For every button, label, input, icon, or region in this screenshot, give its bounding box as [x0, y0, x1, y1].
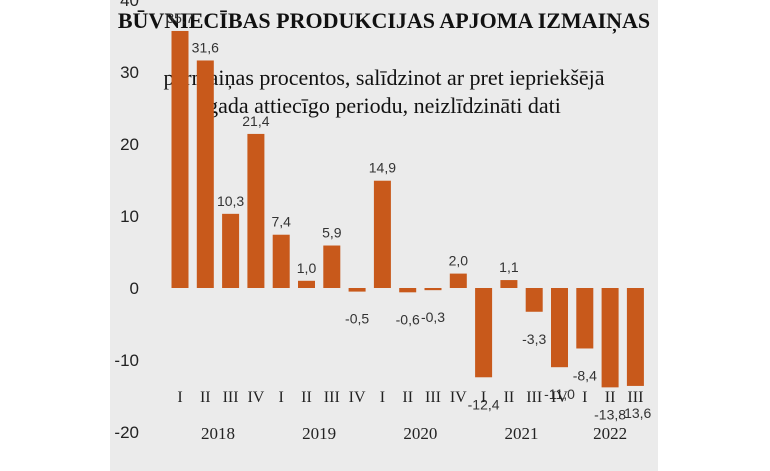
- quarter-label: II: [504, 389, 515, 406]
- data-label: 35,7: [166, 10, 193, 26]
- quarter-label: IV: [349, 389, 366, 406]
- quarter-label: II: [301, 389, 312, 406]
- quarter-label: IV: [450, 389, 467, 406]
- subtitle-line-1: pārmaiņas procentos, salīdzinot ar pret …: [163, 65, 605, 90]
- data-label: 10,3: [217, 193, 244, 209]
- data-label: 2,0: [449, 253, 469, 269]
- y-tick-label: 10: [120, 207, 139, 226]
- bar-13: [475, 288, 493, 378]
- year-label: 2022: [593, 424, 627, 443]
- y-tick-label: 0: [130, 279, 139, 298]
- data-label: -3,3: [522, 331, 546, 347]
- quarter-label: IV: [247, 389, 264, 406]
- chart-subtitle: pārmaiņas procentos, salīdzinot ar pret …: [110, 64, 658, 120]
- bar-8: [348, 288, 366, 292]
- bar-11: [424, 288, 442, 291]
- bar-15: [525, 288, 543, 312]
- year-label: 2021: [505, 424, 539, 443]
- data-label: -12,4: [468, 396, 500, 412]
- quarter-label: III: [425, 389, 441, 406]
- bar-12: [449, 273, 467, 288]
- data-label: -13,8: [594, 406, 626, 422]
- quarter-label: IV: [551, 389, 568, 406]
- data-label: -8,4: [573, 367, 597, 383]
- y-tick-label: -20: [114, 423, 139, 442]
- quarter-label: III: [223, 389, 239, 406]
- quarter-label: I: [582, 389, 587, 406]
- bar-1: [171, 30, 189, 289]
- bar-10: [399, 288, 417, 293]
- data-label: -13,6: [619, 405, 651, 421]
- bar-17: [576, 288, 594, 349]
- data-label: -11,0: [544, 386, 575, 402]
- bar-19: [626, 288, 644, 386]
- data-label: -0,6: [396, 311, 420, 327]
- year-label: 2019: [302, 424, 336, 443]
- data-label: 5,9: [322, 225, 342, 241]
- y-tick-label: 20: [120, 135, 139, 154]
- quarter-label: I: [380, 389, 385, 406]
- data-label: 14,9: [369, 160, 396, 176]
- subtitle-line-2: gada attiecīgo periodu, neizlīdzināti da…: [207, 93, 561, 118]
- data-label: 7,4: [271, 214, 291, 230]
- data-label: 1,1: [499, 259, 519, 275]
- data-label: 1,0: [297, 260, 317, 276]
- y-tick-label: 40: [120, 0, 139, 10]
- quarter-label: II: [200, 389, 211, 406]
- bar-9: [373, 180, 391, 288]
- quarter-label: II: [402, 389, 413, 406]
- chart-title: BŪVNIECĪBAS PRODUKCIJAS APJOMA IZMAIŅAS: [117, 8, 651, 33]
- bar-6: [298, 280, 315, 288]
- bar-4: [247, 133, 265, 288]
- bar-14: [500, 280, 518, 288]
- bar-16: [551, 288, 568, 368]
- quarter-label: I: [279, 389, 284, 406]
- data-label: 21,4: [242, 113, 269, 129]
- bar-18: [601, 288, 619, 388]
- quarter-label: I: [481, 389, 486, 406]
- quarter-label: III: [526, 389, 542, 406]
- year-label: 2020: [403, 424, 437, 443]
- data-label: -0,3: [421, 309, 445, 325]
- bar-3: [222, 213, 240, 288]
- bar-2: [196, 60, 214, 289]
- quarter-label: III: [627, 389, 643, 406]
- bar-7: [323, 245, 341, 288]
- quarter-label: III: [324, 389, 340, 406]
- quarter-label: II: [605, 389, 616, 406]
- data-label: 31,6: [192, 39, 219, 55]
- year-label: 2018: [201, 424, 235, 443]
- y-tick-label: -10: [114, 351, 139, 370]
- quarter-label: I: [177, 389, 182, 406]
- bar-5: [272, 234, 290, 288]
- data-label: -0,5: [345, 311, 369, 327]
- y-tick-label: 30: [120, 63, 139, 82]
